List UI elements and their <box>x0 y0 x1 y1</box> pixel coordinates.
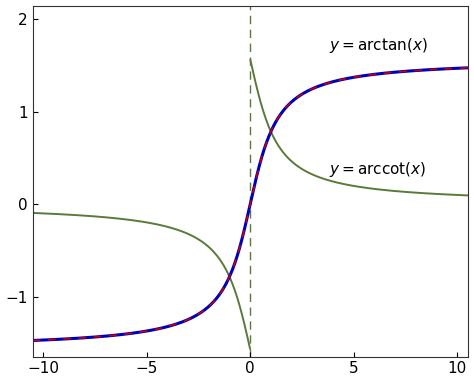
Text: $y = \arctan(x)$: $y = \arctan(x)$ <box>329 36 428 55</box>
Text: $y = \mathrm{arccot}(x)$: $y = \mathrm{arccot}(x)$ <box>329 160 426 178</box>
